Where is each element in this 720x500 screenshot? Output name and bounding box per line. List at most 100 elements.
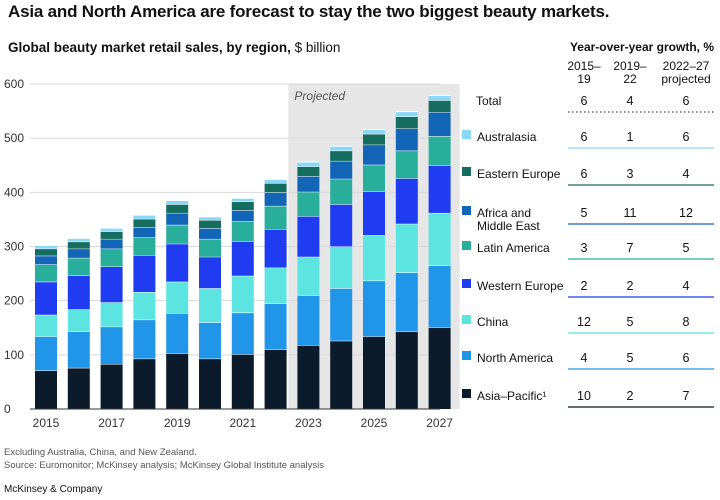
y-tick-label: 400 — [4, 185, 24, 199]
growth-value: 3 — [627, 167, 634, 181]
bar-segment — [231, 354, 254, 409]
bar-segment — [67, 238, 90, 242]
bar-segment — [67, 275, 90, 310]
footnote-asia-pacific: Excluding Australia, China, and New Zeal… — [4, 447, 197, 458]
projected-label: Projected — [294, 89, 345, 103]
y-tick-label: 100 — [4, 348, 24, 362]
bar-segment — [166, 200, 189, 205]
legend-swatch — [462, 389, 471, 398]
growth-value: 5 — [627, 315, 634, 329]
bar-segment — [395, 331, 418, 409]
bar-segment — [330, 204, 353, 247]
x-tick-label: 2015 — [33, 416, 60, 430]
legend-label: Asia–Pacific¹ — [477, 389, 546, 403]
bar-segment — [133, 255, 156, 292]
bar-segment — [330, 246, 353, 289]
legend-swatch — [462, 206, 471, 215]
growth-value: 6 — [581, 94, 588, 108]
growth-value: 4 — [627, 94, 634, 108]
growth-column-header: 22 — [623, 72, 637, 86]
growth-column-header: 19 — [577, 72, 591, 86]
bar-segment — [395, 223, 418, 273]
bar-segment — [35, 281, 57, 315]
bar-segment — [67, 241, 90, 249]
x-tick-label: 2023 — [295, 416, 322, 430]
growth-value: 1 — [627, 130, 634, 144]
bar-segment — [67, 367, 90, 409]
bar-segment — [231, 275, 254, 313]
bar-segment — [100, 238, 123, 249]
growth-value: 6 — [683, 94, 690, 108]
bar-segment — [67, 257, 90, 276]
bar-segment — [264, 183, 287, 193]
bar-segment — [428, 327, 451, 409]
bar-segment — [395, 150, 418, 179]
bar-segment — [330, 288, 353, 341]
growth-value: 12 — [577, 315, 591, 329]
bar-segment — [264, 179, 287, 184]
bar-segment — [166, 281, 189, 314]
legend-label: Middle East — [477, 219, 540, 233]
bar-segment — [133, 227, 156, 238]
bar-segment — [199, 228, 221, 239]
bar-segment — [35, 264, 57, 282]
subtitle-bold: Global beauty market retail sales, by re… — [8, 40, 291, 55]
bar-segment — [428, 136, 451, 166]
x-tick-label: 2017 — [98, 416, 125, 430]
growth-value: 4 — [683, 279, 690, 293]
growth-value: 11 — [624, 206, 637, 220]
growth-column-header: 2015– — [567, 59, 601, 73]
bar-segment — [363, 235, 385, 281]
growth-value: 4 — [683, 167, 690, 181]
bar-segment — [35, 370, 57, 409]
bar-segment — [395, 111, 418, 117]
bar-segment — [231, 201, 254, 211]
growth-value: 6 — [581, 130, 588, 144]
bar-segment — [330, 160, 353, 179]
bar-segment — [330, 150, 353, 161]
bar-segment — [166, 353, 189, 409]
bar-segment — [100, 266, 123, 303]
growth-value: 6 — [581, 167, 588, 181]
y-tick-label: 200 — [4, 294, 24, 308]
bar-segment — [428, 165, 451, 213]
legend-swatch — [462, 279, 471, 288]
bar-segment — [264, 229, 287, 268]
legend-label: China — [477, 315, 509, 329]
bar-segment — [67, 309, 90, 332]
bar-segment — [264, 205, 287, 230]
bar-segment — [395, 272, 418, 332]
bar-segment — [297, 166, 320, 177]
bar-segment — [67, 248, 90, 258]
bar-segment — [395, 116, 418, 129]
bar-segment — [35, 245, 57, 249]
chart-subtitle: Global beauty market retail sales, by re… — [8, 40, 340, 55]
bar-segment — [428, 100, 451, 113]
growth-value: 6 — [683, 351, 690, 365]
bar-segment — [363, 336, 385, 409]
bar-segment — [428, 95, 451, 101]
legend-label: Latin America — [477, 241, 550, 255]
bar-segment — [166, 204, 189, 213]
legend-swatch — [462, 241, 471, 250]
bar-segment — [264, 349, 287, 409]
growth-value: 5 — [581, 206, 588, 220]
y-tick-label: 600 — [4, 77, 24, 91]
growth-value: 2 — [627, 279, 634, 293]
x-tick-label: 2021 — [229, 416, 256, 430]
y-tick-label: 0 — [4, 402, 11, 416]
bar-segment — [297, 256, 320, 296]
bar-segment — [100, 326, 123, 365]
bar-segment — [100, 248, 123, 267]
growth-value: 8 — [683, 315, 690, 329]
bar-segment — [166, 313, 189, 354]
legend-swatch — [462, 130, 471, 139]
bar-segment — [395, 178, 418, 224]
bar-segment — [199, 288, 221, 323]
legend-swatch — [462, 351, 471, 360]
bar-segment — [297, 162, 320, 167]
growth-value: 4 — [581, 351, 588, 365]
growth-column-header: projected — [661, 72, 710, 86]
bar-segment — [100, 302, 123, 327]
